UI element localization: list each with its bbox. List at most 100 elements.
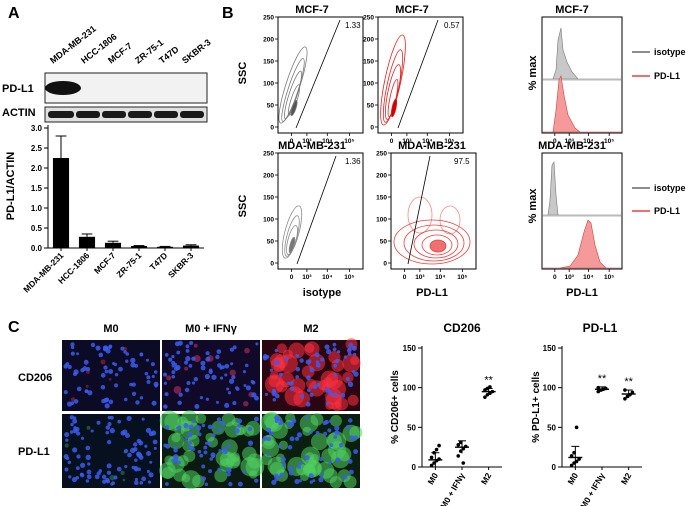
nucleus-dot: [282, 463, 286, 467]
nucleus-dot: [274, 348, 279, 353]
nucleus-dot: [173, 454, 179, 460]
nucleus-dot: [102, 345, 109, 351]
nucleus-dot: [112, 361, 116, 365]
y-tick-label: 50: [380, 239, 388, 246]
nucleus-dot: [346, 348, 352, 353]
nucleus-dot: [131, 391, 137, 396]
flow-cytometry-panels: MCF-7 MCF-7 MCF-7 MDA-MB-231 MDA-MB-231 …: [237, 4, 686, 299]
y-tick-label: 2.5: [31, 144, 43, 153]
nucleus-dot: [141, 476, 147, 482]
x-tick-label: 0: [390, 138, 394, 145]
nucleus-dot: [309, 392, 314, 397]
nucleus-dot: [191, 419, 195, 424]
lane-label: SKBR-3: [180, 37, 213, 66]
nucleus-dot: [280, 456, 286, 463]
stain-spot: [86, 425, 91, 430]
nucleus-dot: [154, 384, 158, 388]
nucleus-dot: [109, 428, 115, 434]
x-tick-label: 10³: [564, 138, 574, 145]
nucleus-dot: [227, 443, 231, 448]
nucleus-dot: [63, 454, 69, 460]
nucleus-dot: [211, 454, 215, 459]
nucleus-dot: [309, 430, 313, 434]
nucleus-dot: [333, 435, 338, 439]
nucleus-dot: [164, 392, 169, 397]
nucleus-dot: [215, 354, 220, 360]
pct-max-label: % max: [527, 55, 539, 91]
nucleus-dot: [95, 345, 101, 351]
significance-marker: **: [624, 376, 633, 388]
nucleus-dot: [266, 437, 271, 442]
y-tick-label: 50: [267, 103, 275, 110]
data-point: [623, 396, 627, 401]
y-tick-label: 0: [412, 463, 417, 472]
nucleus-dot: [138, 455, 144, 460]
data-point: [488, 385, 492, 389]
nucleus-dot: [82, 366, 88, 371]
nucleus-dot: [69, 415, 75, 420]
nucleus-dot: [183, 422, 189, 429]
nucleus-dot: [139, 396, 144, 400]
stain-spot: [302, 463, 316, 476]
stain-spot: [269, 461, 285, 477]
x-tick-label: SKBR-3: [166, 250, 196, 280]
nucleus-dot: [123, 448, 129, 454]
legend-label: isotype: [654, 183, 686, 193]
nucleus-dot: [211, 374, 217, 380]
nucleus-dot: [188, 364, 193, 368]
dotplot-y-label: % CD206+ cells: [390, 370, 401, 444]
nucleus-dot: [345, 376, 351, 382]
nucleus-dot: [266, 427, 272, 433]
nucleus-dot: [205, 356, 211, 362]
y-tick-label: 200: [363, 37, 374, 44]
nucleus-dot: [185, 344, 190, 349]
nucleus-dot: [226, 387, 230, 391]
nucleus-dot: [133, 442, 138, 447]
nucleus-dot: [106, 439, 112, 445]
nucleus-dot: [262, 436, 268, 441]
data-point: [429, 463, 434, 468]
stain-spot: [302, 426, 312, 437]
nucleus-dot: [226, 472, 231, 477]
nucleus-dot: [332, 347, 337, 352]
nucleus-dot: [125, 352, 130, 356]
nucleus-dot: [227, 391, 232, 395]
x-tick-label: 10⁵: [604, 274, 614, 281]
nucleus-dot: [308, 473, 314, 479]
nucleus-dot: [205, 397, 209, 401]
y-tick-label: 150: [543, 344, 557, 353]
x-tick-label: 0: [290, 138, 294, 145]
nucleus-dot: [113, 475, 118, 480]
nucleus-dot: [85, 479, 90, 483]
stain-spot: [310, 433, 328, 451]
nucleus-dot: [131, 382, 136, 387]
flow-x-label: PD-L1: [416, 287, 448, 299]
micro-row-label: PD-L1: [18, 446, 50, 458]
stain-spot: [323, 468, 338, 484]
nucleus-dot: [250, 380, 254, 384]
nucleus-dot: [63, 364, 68, 369]
nucleus-dot: [146, 450, 152, 457]
gate-percentage: 1.33: [345, 21, 361, 30]
stain-spot: [350, 356, 360, 366]
y-tick-label: 100: [403, 384, 417, 393]
nucleus-dot: [153, 446, 157, 450]
nucleus-dot: [216, 417, 222, 422]
nucleus-dot: [203, 445, 208, 450]
stain-spot: [109, 474, 115, 481]
legend-label: isotype: [654, 47, 686, 57]
nucleus-dot: [168, 357, 173, 362]
nucleus-dot: [306, 388, 311, 392]
y-tick-label: 2.0: [31, 164, 43, 173]
nucleus-dot: [141, 417, 145, 421]
stain-spot: [310, 412, 324, 426]
dotplot-title: CD206: [443, 321, 481, 335]
nucleus-dot: [76, 352, 80, 356]
y-tick-label: 50: [267, 239, 275, 246]
contour-isotype-mda: [281, 205, 303, 259]
x-tick-label: 0: [290, 274, 294, 281]
nucleus-dot: [110, 415, 114, 420]
nucleus-dot: [284, 357, 289, 361]
nucleus-dot: [131, 465, 136, 470]
nucleus-dot: [309, 367, 315, 373]
